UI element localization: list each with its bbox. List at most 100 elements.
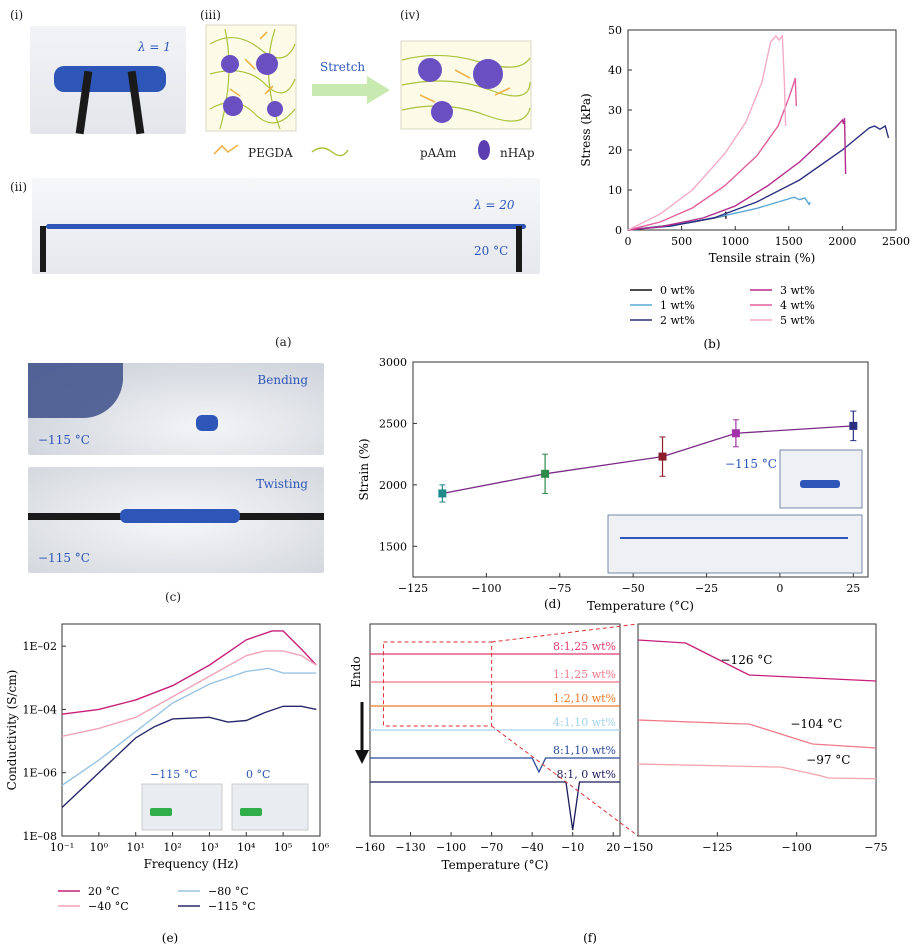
chart-f-zoom-connector xyxy=(491,623,639,643)
chart-e-xtick-label: 10⁴ xyxy=(237,841,256,854)
chart-b-legend-label: 1 wt% xyxy=(660,299,695,312)
chart-d-ylabel: Strain (%) xyxy=(357,438,371,500)
chart-f-series-line xyxy=(370,757,620,774)
chart-b: 0 500 1000 1500 2000 2500 0 10 20 30 40 50 Tensile s… xyxy=(579,24,910,351)
chart-f-zoom-line xyxy=(637,639,877,682)
chart-f-series-label: 8:1,10 wt% xyxy=(553,744,616,757)
chart-b-xtick-label: 1000 xyxy=(721,235,749,248)
chart-b-ytick-label: 50 xyxy=(608,24,622,37)
chart-f-xtick-label: −160 xyxy=(355,841,385,854)
chart-b-frame xyxy=(627,29,897,231)
chart-f-xtick-label: −40 xyxy=(521,841,544,854)
chart-b-ytick-label: 10 xyxy=(608,184,622,197)
chart-e-inset-photo-1 xyxy=(141,783,223,831)
chart-b-xtick-label: 0 xyxy=(625,235,632,248)
bending-sample xyxy=(196,415,218,431)
chart-d-frame xyxy=(412,361,869,578)
chart-b-ytick-label: 40 xyxy=(608,64,622,77)
chart-b-legend-label: 3 wt% xyxy=(780,284,815,297)
legend-nhap-icon xyxy=(478,140,490,160)
chart-d-xtick-label: −100 xyxy=(471,582,501,595)
chart-e-inset-photo-2 xyxy=(231,783,309,831)
chart-b-legend-label: 4 wt% xyxy=(780,299,815,312)
panel-a: (i) λ = 1 (iii) Stretch (iv) PEGDA pAAm … xyxy=(0,0,590,349)
chart-b-legend-label: 2 wt% xyxy=(660,314,695,327)
chart-f-xtick-label: −70 xyxy=(480,841,503,854)
chart-b-legend-label: 5 wt% xyxy=(780,314,815,327)
chart-b-series-line xyxy=(627,34,787,231)
chart-d: −125 −100 −75 −50 −25 0 25 1500 2000 2500 3000 Temp… xyxy=(357,356,869,613)
chart-f-series-line xyxy=(370,781,620,831)
chart-e: 10⁻¹ 10⁰ 10¹ 10² 10³ 10⁴ 10⁵ 10⁶ 1E–08 1E–06 1E–04… xyxy=(5,623,330,945)
legend-nhap: nHAp xyxy=(500,146,535,160)
chart-d-inset-photo-large xyxy=(607,514,863,574)
chart-e-photo-label-1: −115 °C xyxy=(150,768,198,781)
chart-e-xtick-label: 10¹ xyxy=(127,841,145,854)
chart-b-xtick-label: 500 xyxy=(671,235,692,248)
photo-stretched: λ = 20 20 °C xyxy=(32,178,540,274)
hydrogel-sample xyxy=(54,66,166,92)
chart-f-series-label: 1:2,10 wt% xyxy=(553,692,616,705)
photo-bending: Bending −115 °C xyxy=(28,363,324,455)
chart-f-ylabel: Endo xyxy=(349,656,363,687)
chart-e-photo-label-2: 0 °C xyxy=(246,768,270,781)
chart-e-ylabel: Conductivity (S/cm) xyxy=(5,670,19,791)
chart-f-xtick-label: −100 xyxy=(436,841,466,854)
twisting-sample xyxy=(120,509,240,523)
chart-f-zoom-frame xyxy=(637,623,877,837)
chart-b-series-line xyxy=(627,196,811,231)
chart-e-frame xyxy=(61,623,321,837)
bending-label: Bending xyxy=(257,373,308,387)
legend-pegda-icon xyxy=(213,144,239,155)
chart-f-annotation: −104 °C xyxy=(790,717,842,731)
chart-e-inset-clip-1 xyxy=(150,808,172,816)
chart-f-xlabel: Temperature (°C) xyxy=(442,858,549,872)
chart-e-series-line xyxy=(61,667,317,786)
chart-b-ytick-label: 30 xyxy=(608,104,622,117)
chart-b-legend-label: 0 wt% xyxy=(660,284,695,297)
chart-b-panel-label: (b) xyxy=(703,337,720,351)
lambda-20-label: λ = 20 xyxy=(474,198,515,212)
chart-d-xtick-label: −50 xyxy=(622,582,645,595)
chart-d-ytick-label: 2500 xyxy=(379,417,407,430)
chart-f-series-label: 8:1, 0 wt% xyxy=(557,768,616,781)
chart-f-zoom-connector xyxy=(491,725,639,837)
chart-d-xtick-label: 25 xyxy=(846,582,860,595)
sub-label-iv: (iv) xyxy=(400,8,420,22)
chart-d-point xyxy=(849,421,858,430)
chart-e-ytick-label: 1E–02 xyxy=(22,640,57,653)
chart-e-series-line xyxy=(61,630,317,715)
chart-f-annotation: −126 °C xyxy=(721,653,773,667)
chart-b-ytick-label: 20 xyxy=(608,144,622,157)
chart-b-xtick-label: 2000 xyxy=(828,235,856,248)
chart-e-xtick-label: 10⁰ xyxy=(90,841,109,854)
chart-f-zoom-xtick-label: −100 xyxy=(782,841,812,854)
chart-b-series-line xyxy=(627,117,847,231)
chart-e-series-line xyxy=(61,650,317,738)
chart-e-xtick-label: 10² xyxy=(163,841,181,854)
chart-b-series-line xyxy=(627,77,798,231)
chart-d-ytick-label: 1500 xyxy=(379,540,407,553)
chart-e-legend-label: −40 °C xyxy=(88,900,129,913)
chart-e-ytick-label: 1E–08 xyxy=(22,830,57,843)
chart-b-xlabel: Tensile strain (%) xyxy=(709,251,816,265)
chart-f-series-label: 4:1,10 wt% xyxy=(553,716,616,729)
chart-d-point xyxy=(731,429,740,438)
chart-d-point xyxy=(438,489,447,498)
twisting-temp: −115 °C xyxy=(38,551,90,565)
chart-d-xtick-label: −125 xyxy=(398,582,428,595)
chart-b-ylabel: Stress (kPa) xyxy=(579,93,593,166)
sub-label-iii: (iii) xyxy=(200,8,221,22)
photo-twisting: Twisting −115 °C xyxy=(28,467,324,573)
chart-b-xtick-label: 1500 xyxy=(775,235,803,248)
panel-label-a: (a) xyxy=(275,335,292,349)
chart-f-xtick-label: −10 xyxy=(561,841,584,854)
glove xyxy=(28,363,123,418)
chart-f-zoom-line xyxy=(637,719,877,749)
chart-f-panel-label: (f) xyxy=(583,931,597,945)
chart-d-inset-sample xyxy=(800,480,840,488)
chart-f: −160 −130 −100 −70 −40 −10 20 Temperature (°C) E… xyxy=(349,623,888,945)
chart-f-annotation: −97 °C xyxy=(806,753,850,767)
stretched-hydrogel xyxy=(46,224,526,229)
chart-d-inset-photo-small xyxy=(779,449,863,509)
